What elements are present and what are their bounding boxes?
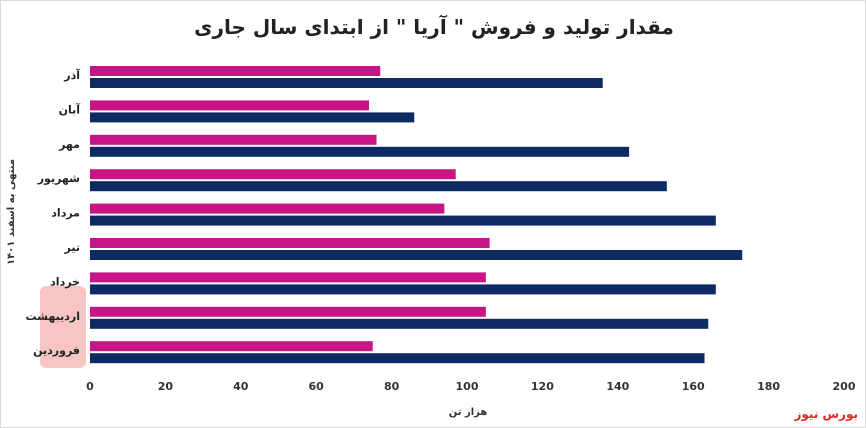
x-tick-label: 140 (606, 380, 629, 393)
x-tick-label: 60 (309, 380, 325, 393)
bar-series-1 (90, 306, 486, 317)
watermark-logo (40, 286, 86, 368)
bar-series-2 (90, 78, 603, 88)
bar-series-1 (90, 100, 369, 111)
category-label: مهر (58, 138, 80, 151)
category-label: آذر (63, 68, 80, 82)
category-label: شهریور (37, 172, 80, 185)
bar-series-1 (90, 203, 445, 214)
x-tick-label: 180 (757, 380, 780, 393)
bar-series-2 (90, 284, 716, 295)
x-tick-label: 200 (833, 380, 856, 393)
category-label: اردیبهشت (26, 310, 80, 323)
bar-series-1 (90, 169, 456, 180)
x-axis-title: هزار تن (449, 407, 488, 418)
category-label: تیر (64, 241, 80, 254)
x-tick-label: 160 (682, 380, 705, 393)
bar-series-2 (90, 146, 630, 157)
y-axis-title: منتهی به اسفند ۱۴۰۱ (6, 159, 17, 265)
category-label: آبان (59, 102, 81, 116)
x-tick-label: 80 (384, 380, 400, 393)
x-tick-label: 100 (456, 380, 479, 393)
bar-series-2 (90, 250, 743, 260)
bar-series-1 (90, 341, 373, 352)
bar-series-1 (90, 272, 486, 283)
bar-series-1 (90, 66, 381, 76)
x-tick-label: 120 (531, 380, 554, 393)
bar-series-2 (90, 181, 667, 192)
x-tick-label: 40 (233, 380, 249, 393)
x-tick-label: 0 (86, 380, 94, 393)
bar-series-1 (90, 134, 377, 145)
bar-series-2 (90, 318, 709, 329)
bar-series-1 (90, 238, 490, 248)
x-tick-label: 20 (158, 380, 174, 393)
brand-label: بورس نیوز (793, 407, 858, 422)
bar-series-2 (90, 353, 705, 364)
bar-series-2 (90, 215, 716, 226)
category-label: فروردین (33, 344, 80, 357)
category-label: مرداد (51, 207, 80, 220)
category-label: خرداد (50, 275, 80, 288)
bar-series-2 (90, 112, 415, 123)
chart-title: مقدار تولید و فروش " آریا " از ابتدای سا… (194, 14, 674, 39)
